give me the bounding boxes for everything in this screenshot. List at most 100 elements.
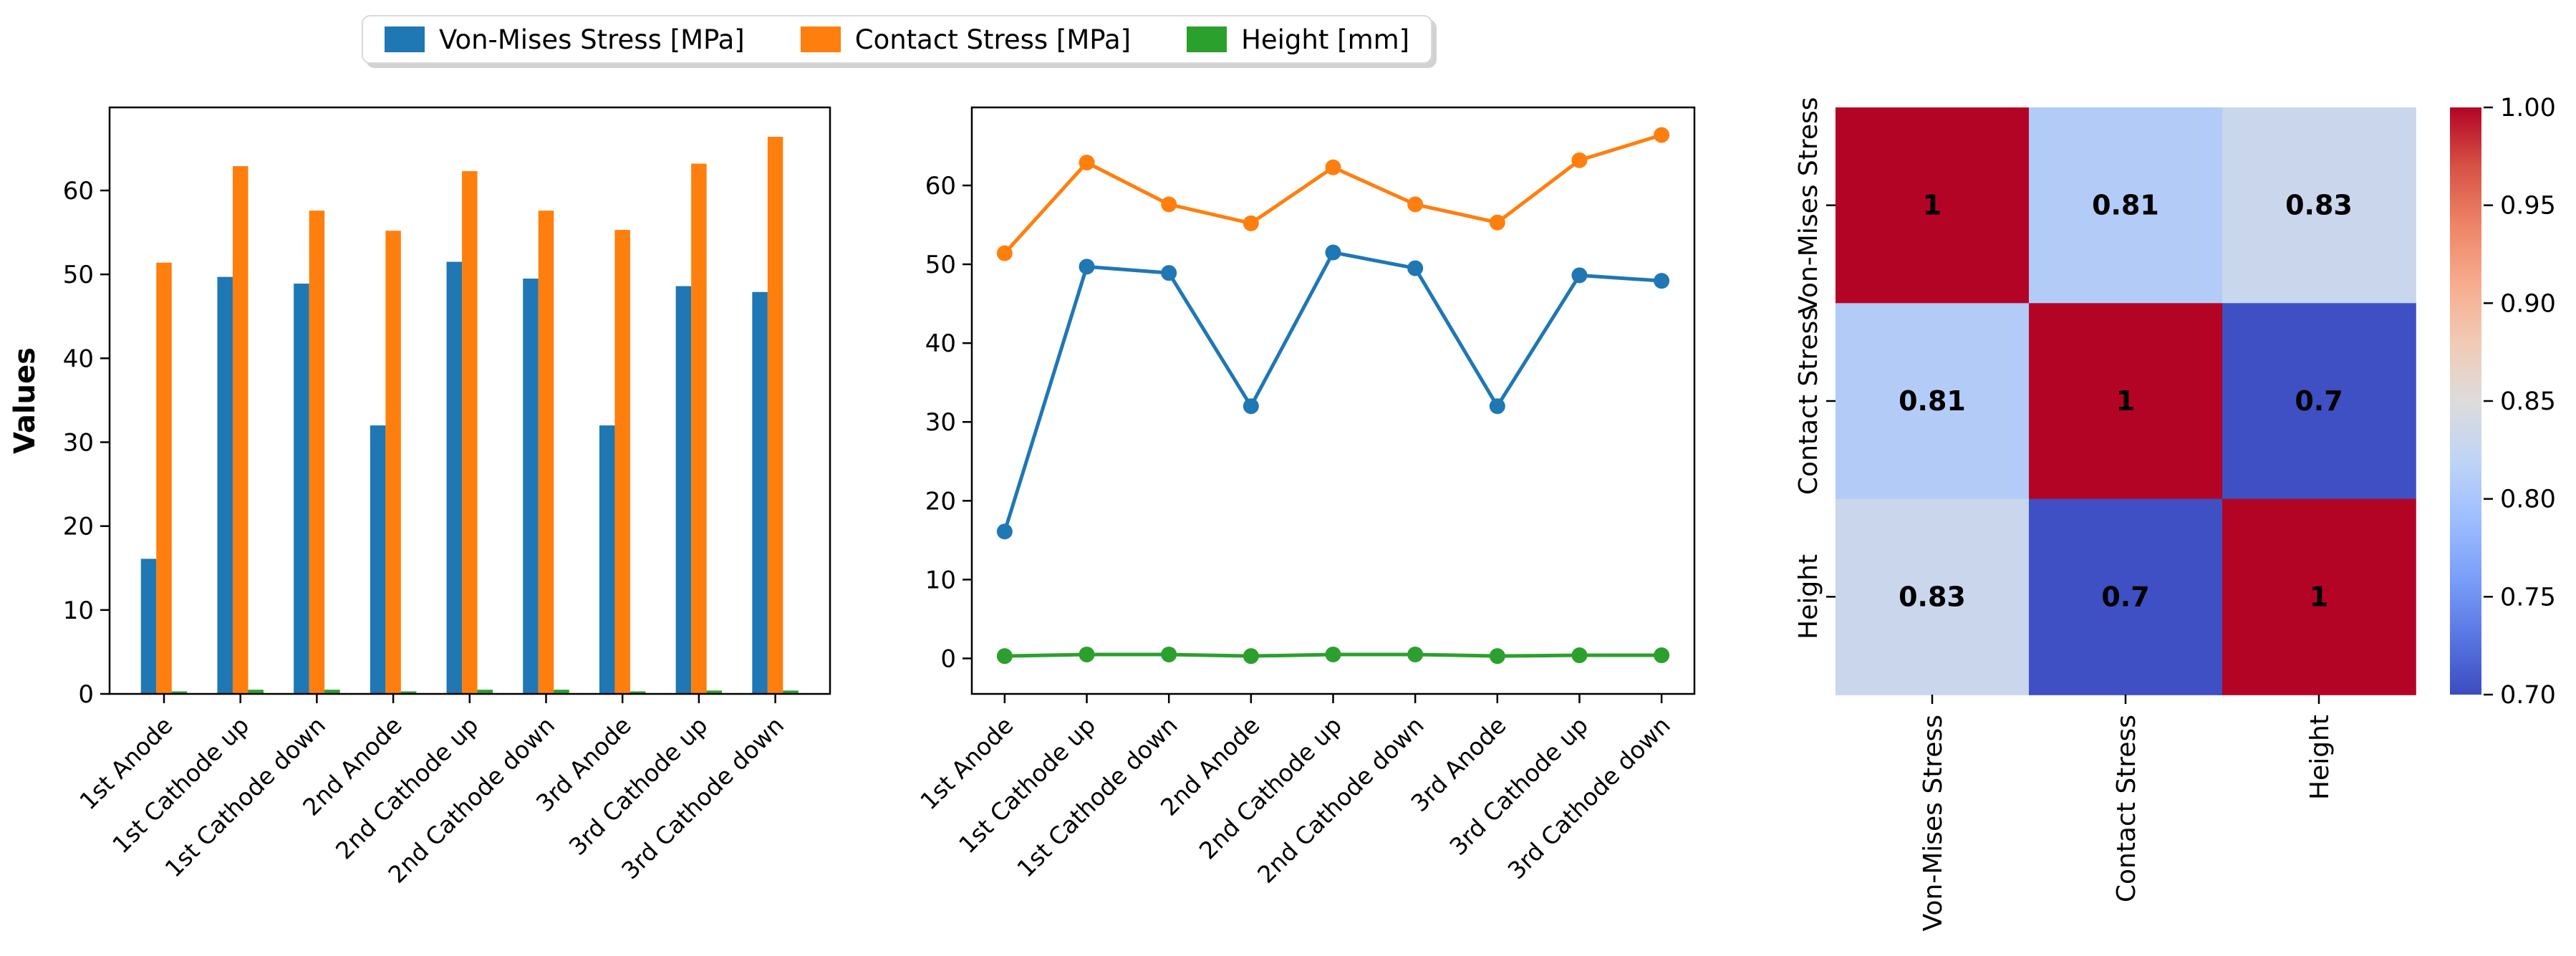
line-marker xyxy=(1571,152,1588,168)
line-marker xyxy=(1571,267,1588,284)
line-marker xyxy=(1079,155,1095,171)
heatmap-cell-value: 1 xyxy=(2310,581,2328,612)
legend-swatch-contact xyxy=(800,26,841,52)
bar-von-mises xyxy=(370,425,386,694)
legend-label-von-mises: Von-Mises Stress [MPa] xyxy=(439,24,745,55)
bar-height xyxy=(706,690,723,694)
bar-von-mises xyxy=(599,425,615,694)
heatmap-y-label: Height xyxy=(1794,554,1823,639)
bar-height xyxy=(248,690,264,694)
line-marker xyxy=(1654,127,1670,143)
line-marker xyxy=(1079,259,1095,275)
line-series xyxy=(1003,133,1662,255)
heatmap-cell xyxy=(2222,107,2416,304)
x-tick-label: 3rd Cathode up xyxy=(564,711,713,861)
line-marker xyxy=(1407,646,1424,662)
y-tick-label: 50 xyxy=(63,261,94,289)
bar-height xyxy=(554,690,569,694)
line-marker xyxy=(1161,646,1177,662)
line-marker xyxy=(1489,648,1505,665)
y-tick-label: 50 xyxy=(925,251,956,279)
y-axis-label: Values xyxy=(9,347,42,454)
line-marker xyxy=(1161,196,1177,213)
colorbar-tick-label: 0.70 xyxy=(2500,681,2556,710)
line-marker xyxy=(1654,273,1670,289)
heatmap-cell xyxy=(2029,107,2223,304)
colorbar-tick-label: 0.95 xyxy=(2500,192,2556,221)
heatmap-x-label: Height xyxy=(2305,715,2335,800)
heatmap-y-label: Von-Mises Stress xyxy=(1794,97,1823,313)
y-tick-label: 10 xyxy=(63,597,94,625)
bar-height xyxy=(400,691,417,694)
heatmap-cell xyxy=(2222,303,2416,500)
y-tick-label: 20 xyxy=(925,487,956,516)
line-marker xyxy=(1243,215,1259,231)
y-tick-label: 60 xyxy=(63,177,94,206)
colorbar-tick-label: 0.85 xyxy=(2500,387,2556,416)
line-marker xyxy=(1243,648,1259,665)
colorbar-tick-label: 1.00 xyxy=(2500,94,2556,122)
bar-contact xyxy=(156,262,172,694)
y-tick-label: 40 xyxy=(63,344,94,373)
bar-von-mises xyxy=(294,284,309,694)
y-tick-label: 10 xyxy=(925,566,956,594)
bar-contact xyxy=(462,171,478,694)
bar-contact xyxy=(538,211,554,695)
axes-frame xyxy=(970,106,1696,695)
heatmap-cell xyxy=(1835,107,2030,304)
bar-von-mises xyxy=(523,279,539,694)
bar-height xyxy=(477,690,493,694)
heatmap-cell xyxy=(2029,498,2223,695)
legend-swatch-von-mises xyxy=(385,26,425,52)
x-tick-label: 2nd Cathode down xyxy=(1252,711,1429,889)
colorbar-tick-label: 0.80 xyxy=(2500,486,2556,514)
line-marker xyxy=(1489,214,1505,231)
heatmap-cell-value: 0.81 xyxy=(1899,385,1966,417)
y-tick-label: 30 xyxy=(925,408,956,437)
legend-item-height: Height [mm] xyxy=(1187,24,1409,55)
x-tick-label: 2nd Cathode up xyxy=(1194,711,1347,864)
bar-contact xyxy=(309,211,325,695)
legend: Von-Mises Stress [MPa] Contact Stress [M… xyxy=(362,15,1433,64)
legend-label-contact: Contact Stress [MPa] xyxy=(854,24,1132,55)
heatmap-cell-value: 0.83 xyxy=(1899,581,1966,612)
x-tick-label: 1st Cathode up xyxy=(107,711,254,859)
heatmap-cell-value: 1 xyxy=(1923,190,1941,221)
bar-von-mises xyxy=(140,559,157,694)
y-tick-label: 0 xyxy=(940,644,956,673)
heatmap-cell xyxy=(2029,303,2223,500)
line-marker xyxy=(1407,260,1424,276)
bar-von-mises xyxy=(675,286,692,694)
bar-height xyxy=(171,691,188,694)
heatmap-x-label: Von-Mises Stress xyxy=(1919,715,1948,931)
bar-height xyxy=(783,690,799,694)
colorbar-tick-label: 0.75 xyxy=(2500,583,2556,612)
line-marker xyxy=(1489,398,1505,415)
heatmap-cell xyxy=(2222,498,2416,695)
legend-item-von-mises: Von-Mises Stress [MPa] xyxy=(385,24,745,55)
heatmap-y-label: Contact Stress xyxy=(1794,307,1823,495)
x-tick-label: 1st Cathode down xyxy=(1011,711,1183,883)
bar-contact xyxy=(232,166,249,695)
legend-item-contact: Contact Stress [MPa] xyxy=(800,24,1132,55)
heatmap-cell-value: 1 xyxy=(2116,385,2135,417)
bar-contact xyxy=(767,137,783,694)
heatmap-cell-value: 0.7 xyxy=(2101,581,2149,612)
bar-contact xyxy=(691,163,707,695)
y-tick-label: 40 xyxy=(925,329,956,358)
line-marker xyxy=(1325,646,1341,662)
line-marker xyxy=(1325,244,1341,261)
line-marker xyxy=(1325,159,1341,175)
x-tick-label: 1st Cathode up xyxy=(953,711,1101,859)
heatmap-cell xyxy=(1835,498,2030,695)
line-marker xyxy=(996,523,1013,540)
line-marker xyxy=(1654,647,1670,664)
heatmap: 1 0.81 0.83 0.81 1 0.7 0.83 0.7 1 Von-Mises Stres… xyxy=(1794,97,2416,931)
x-tick-label: 2nd Cathode up xyxy=(330,711,483,864)
y-tick-label: 0 xyxy=(78,680,94,709)
colorbar-gradient xyxy=(2450,107,2481,695)
y-tick-label: 30 xyxy=(63,428,94,457)
